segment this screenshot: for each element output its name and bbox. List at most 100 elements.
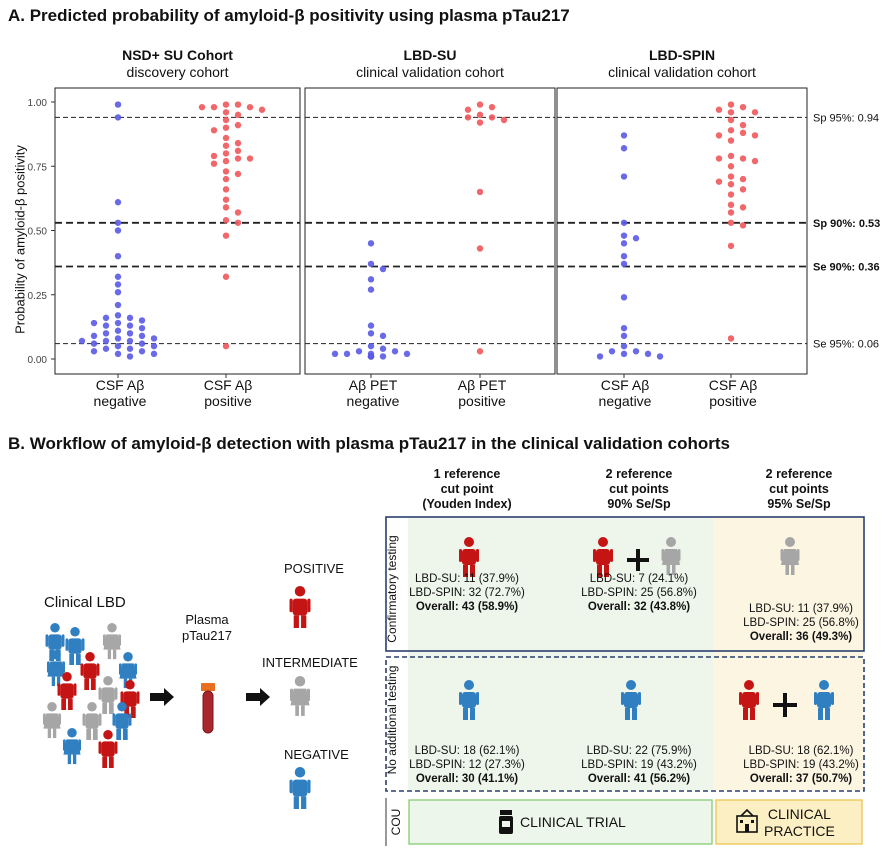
person-part (292, 598, 308, 616)
data-point (727, 163, 735, 170)
data-point (476, 245, 484, 252)
data-point (391, 348, 399, 355)
person-part (293, 796, 299, 809)
workflow-diagram (42, 516, 865, 846)
data-point (234, 147, 242, 155)
data-point (620, 260, 628, 268)
person-icon (102, 623, 122, 660)
data-point (114, 253, 122, 260)
person-part (123, 652, 133, 662)
person-part (65, 638, 69, 651)
person-part (75, 653, 81, 665)
person-part (60, 683, 74, 699)
cat-label-p1-pos: CSF Aβ positive (203, 377, 253, 409)
data-point (644, 350, 652, 358)
person-part (125, 680, 135, 690)
clinical-trial-box (408, 799, 713, 845)
y-tick-label: 1.00 (28, 98, 48, 109)
person-part (301, 615, 307, 628)
data-point (222, 342, 230, 350)
person-part (597, 565, 602, 577)
person-part (51, 676, 56, 687)
data-point (114, 199, 122, 206)
data-point (222, 134, 230, 142)
data-point (114, 281, 122, 288)
data-point (715, 178, 723, 185)
person-part (48, 634, 62, 650)
person-part (604, 565, 609, 577)
person-part (632, 708, 637, 720)
person-part (638, 692, 641, 705)
person-part (120, 691, 124, 704)
person-part (101, 741, 115, 757)
plus-icon (773, 693, 797, 717)
data-point (379, 353, 387, 360)
person-part (103, 634, 121, 650)
person-icon (42, 702, 62, 739)
panel-title-2: LBD-SU (403, 47, 457, 63)
data-point (114, 219, 122, 226)
panel-header-1: NSD+ SU Cohort discovery cohort (55, 47, 300, 81)
data-point (620, 350, 628, 358)
person-part (98, 687, 102, 700)
cell-r1-c1: LBD-SU: 11 (37.9%) LBD-SPIN: 32 (72.7%) Ov… (409, 573, 525, 613)
data-point (476, 101, 484, 108)
panel-frame-3 (556, 87, 808, 375)
person-part (80, 663, 84, 676)
person-part (62, 739, 66, 751)
data-point (222, 175, 230, 183)
data-point (222, 204, 230, 211)
data-point (222, 124, 230, 131)
person-icon (65, 627, 85, 665)
person-part (301, 705, 305, 716)
data-point (234, 170, 242, 178)
person-part (112, 649, 117, 660)
data-point (126, 322, 134, 329)
person-part (78, 739, 82, 751)
person-part (67, 728, 77, 738)
data-point (114, 101, 122, 108)
data-point (739, 186, 747, 193)
panel-frame-2 (304, 87, 556, 375)
cell-r2-c3: LBD-SU: 18 (62.1%) LBD-SPIN: 19 (43.2%) Ov… (743, 745, 859, 785)
person-part (295, 705, 299, 716)
data-point (464, 106, 472, 113)
data-point (126, 330, 134, 337)
person-part (81, 638, 85, 651)
person-part (128, 713, 132, 726)
data-point (367, 276, 375, 283)
person-part (817, 692, 831, 708)
data-point (476, 188, 484, 196)
person-part (307, 598, 311, 613)
data-point (464, 114, 472, 121)
person-part (785, 537, 795, 547)
person-part (289, 598, 293, 613)
data-point (367, 322, 375, 329)
person-part (90, 678, 96, 690)
person-part (116, 728, 122, 740)
person-part (624, 692, 638, 708)
person-part (103, 676, 113, 686)
person-part (103, 730, 113, 740)
person-part (136, 691, 140, 704)
data-point (620, 132, 628, 139)
person-part (750, 708, 755, 720)
cat-label-p1-neg: CSF Aβ negative (93, 377, 147, 409)
data-point (620, 332, 628, 340)
data-point (751, 157, 759, 165)
row-label-confirmatory: Confirmatory testing (385, 535, 399, 643)
person-part (294, 586, 306, 597)
negative-person-icon (289, 767, 311, 809)
person-part (744, 680, 754, 690)
pill-bottle-icon (502, 821, 510, 827)
data-point (739, 175, 747, 183)
person-part (462, 549, 476, 565)
person-part (292, 779, 308, 797)
data-point (620, 232, 628, 239)
cat-label-p3-neg: CSF Aβ negative (598, 377, 652, 409)
person-part (464, 680, 474, 690)
person-part (119, 663, 137, 679)
data-point (739, 129, 747, 137)
plasma-label: Plasma pTau217 (182, 612, 232, 643)
data-point (222, 150, 230, 157)
